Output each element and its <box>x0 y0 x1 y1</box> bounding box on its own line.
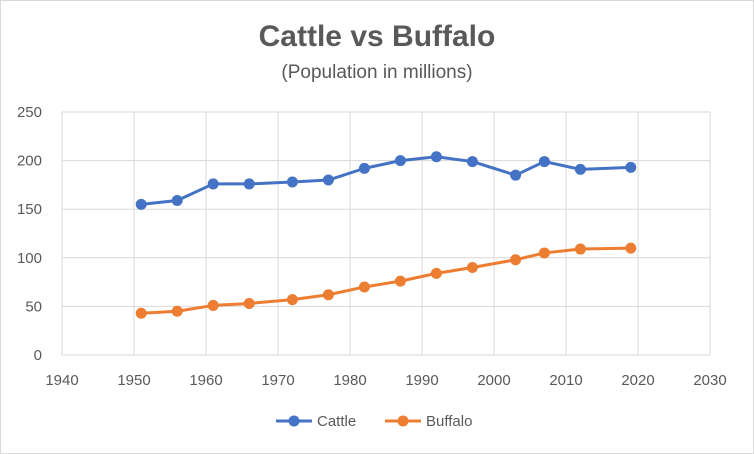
buffalo-point <box>322 289 334 301</box>
buffalo-point <box>510 254 522 266</box>
buffalo-point <box>625 242 637 254</box>
buffalo-point <box>243 297 255 309</box>
cattle-point <box>358 162 370 174</box>
cattle-point <box>207 178 219 190</box>
x-tick-label: 2020 <box>621 372 654 389</box>
series-buffalo <box>135 242 637 319</box>
buffalo-point <box>538 247 550 259</box>
y-tick-label: 100 <box>17 250 42 267</box>
x-tick-label: 2000 <box>477 372 510 389</box>
buffalo-point <box>286 294 298 306</box>
legend-buffalo-label: Buffalo <box>426 413 472 430</box>
buffalo-point <box>430 267 442 279</box>
x-tick-label: 1980 <box>333 372 366 389</box>
x-axis-ticks: 1940 1950 1960 1970 1980 1990 2000 2010 2020 2030 <box>45 372 726 389</box>
y-tick-label: 200 <box>17 153 42 170</box>
y-tick-label: 50 <box>25 298 42 315</box>
series-cattle <box>135 151 637 210</box>
cattle-point <box>538 156 550 168</box>
legend-buffalo-marker <box>397 415 409 427</box>
chart-subtitle: (Population in millions) <box>281 62 473 83</box>
buffalo-point <box>358 281 370 293</box>
gridlines <box>61 111 711 356</box>
buffalo-point <box>394 275 406 287</box>
x-tick-label: 2030 <box>693 372 726 389</box>
cattle-point <box>394 155 406 167</box>
cattle-point <box>466 156 478 168</box>
legend-item-cattle: Cattle <box>276 413 356 430</box>
x-tick-label: 1970 <box>261 372 294 389</box>
cattle-point <box>430 151 442 163</box>
cattle-point <box>243 178 255 190</box>
legend-cattle-label: Cattle <box>317 413 356 430</box>
y-tick-label: 0 <box>34 347 42 364</box>
chart-title: Cattle vs Buffalo <box>258 20 496 53</box>
legend-item-buffalo: Buffalo <box>385 413 472 430</box>
y-axis-ticks: 0 50 100 150 200 250 <box>17 104 42 364</box>
x-tick-label: 1990 <box>405 372 438 389</box>
y-tick-label: 150 <box>17 201 42 218</box>
x-tick-label: 2010 <box>549 372 582 389</box>
cattle-point <box>574 163 586 175</box>
x-tick-label: 1960 <box>189 372 222 389</box>
legend-cattle-marker <box>288 415 300 427</box>
series-layer <box>135 151 637 319</box>
buffalo-point <box>574 243 586 255</box>
cattle-point <box>510 169 522 181</box>
x-tick-label: 1940 <box>45 372 78 389</box>
cattle-point <box>286 176 298 188</box>
cattle-point <box>625 161 637 173</box>
cattle-point <box>171 194 183 206</box>
buffalo-point <box>171 305 183 317</box>
cattle-point <box>322 174 334 186</box>
buffalo-point <box>135 307 147 319</box>
buffalo-point <box>466 262 478 274</box>
buffalo-point <box>207 299 219 311</box>
x-tick-label: 1950 <box>117 372 150 389</box>
y-tick-label: 250 <box>17 104 42 121</box>
cattle-point <box>135 198 147 210</box>
legend: Cattle Buffalo <box>276 413 472 430</box>
